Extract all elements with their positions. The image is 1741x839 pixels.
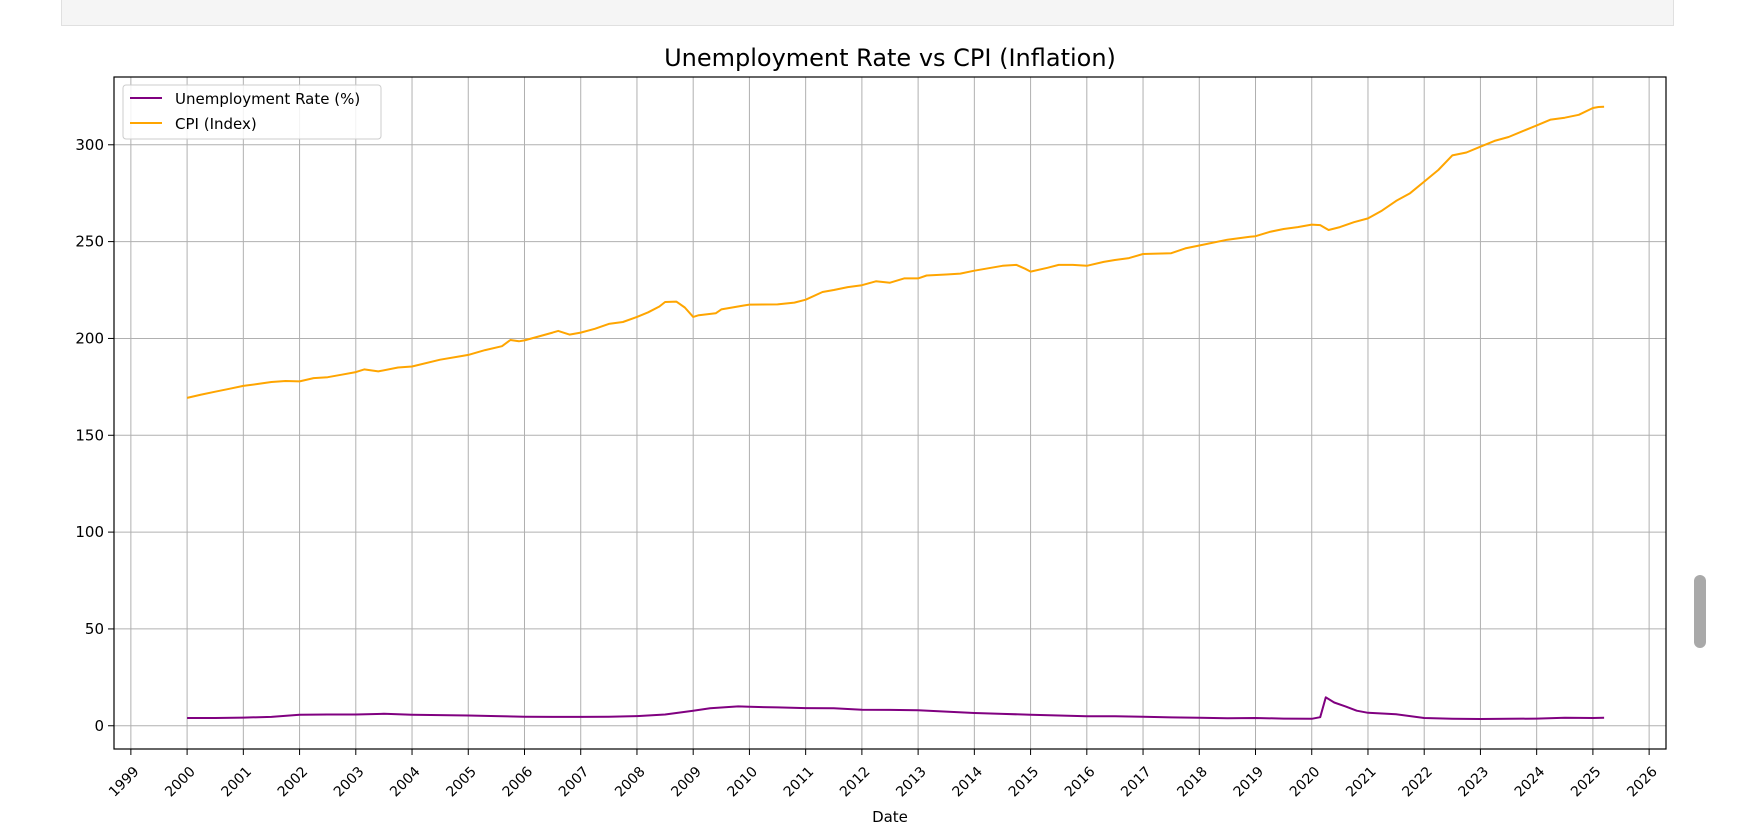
y-tick-label: 250: [75, 233, 104, 251]
scrollbar-thumb[interactable]: [1694, 575, 1706, 648]
x-tick-label: 2008: [612, 764, 649, 801]
x-tick-label: 2025: [1568, 764, 1605, 801]
x-tick-label: 2003: [331, 764, 368, 801]
x-tick-label: 2019: [1231, 764, 1268, 801]
top-strip: [61, 0, 1674, 26]
x-tick-label: 2000: [162, 764, 199, 801]
y-tick-label: 200: [75, 329, 104, 347]
x-tick-label: 2004: [387, 764, 424, 801]
x-tick-label: 2022: [1399, 764, 1436, 801]
x-tick-label: 2020: [1287, 764, 1324, 801]
y-tick-label: 100: [75, 523, 104, 541]
x-tick-label: 2013: [893, 764, 930, 801]
legend: Unemployment Rate (%) CPI (Index): [122, 84, 382, 140]
x-tick-label: 2007: [556, 764, 593, 801]
x-tick-label: 2023: [1456, 764, 1493, 801]
x-tick-label: 2016: [1062, 764, 1099, 801]
series-lines: [186, 105, 1605, 720]
x-tick-label: 1999: [106, 764, 143, 801]
x-tick-label: 2018: [1174, 764, 1211, 801]
x-tick-label: 2006: [500, 764, 537, 801]
x-tick-label: 2014: [949, 764, 986, 801]
x-tick-label: 2024: [1512, 764, 1549, 801]
x-tick-label: 2002: [275, 764, 312, 801]
x-tick-label: 2001: [218, 764, 255, 801]
x-tick-label: 2021: [1343, 764, 1380, 801]
y-tick-label: 50: [85, 620, 104, 638]
grid: [114, 77, 1666, 749]
line-chart: Unemployment Rate vs CPI (Inflation) 199…: [75, 44, 1667, 826]
axes: 1999 2000 2001 2002 2003 2004 2005 2006 2007 2008…: [75, 136, 1660, 801]
scrollbar-track[interactable]: [1688, 0, 1708, 839]
y-tick-label: 150: [75, 426, 104, 444]
legend-box: [122, 84, 382, 140]
plot-frame: [113, 76, 1667, 750]
legend-label-cpi: CPI (Index): [175, 115, 257, 133]
x-tick-label: 2026: [1624, 764, 1661, 801]
x-tick-label: 2010: [725, 764, 762, 801]
x-tick-label: 2017: [1118, 764, 1155, 801]
x-tick-label: 2015: [1006, 764, 1043, 801]
x-tick-label: 2009: [668, 764, 705, 801]
series-line-cpi: [186, 105, 1605, 399]
legend-label-unemployment: Unemployment Rate (%): [175, 90, 360, 108]
y-tick-label: 0: [94, 717, 104, 735]
x-tick-label: 2005: [443, 764, 480, 801]
series-line-unemployment: [187, 696, 1605, 720]
chart-title: Unemployment Rate vs CPI (Inflation): [664, 44, 1116, 72]
x-axis-label: Date: [872, 808, 908, 826]
x-tick-label: 2011: [781, 764, 818, 801]
y-tick-label: 300: [75, 136, 104, 154]
x-tick-label: 2012: [837, 764, 874, 801]
